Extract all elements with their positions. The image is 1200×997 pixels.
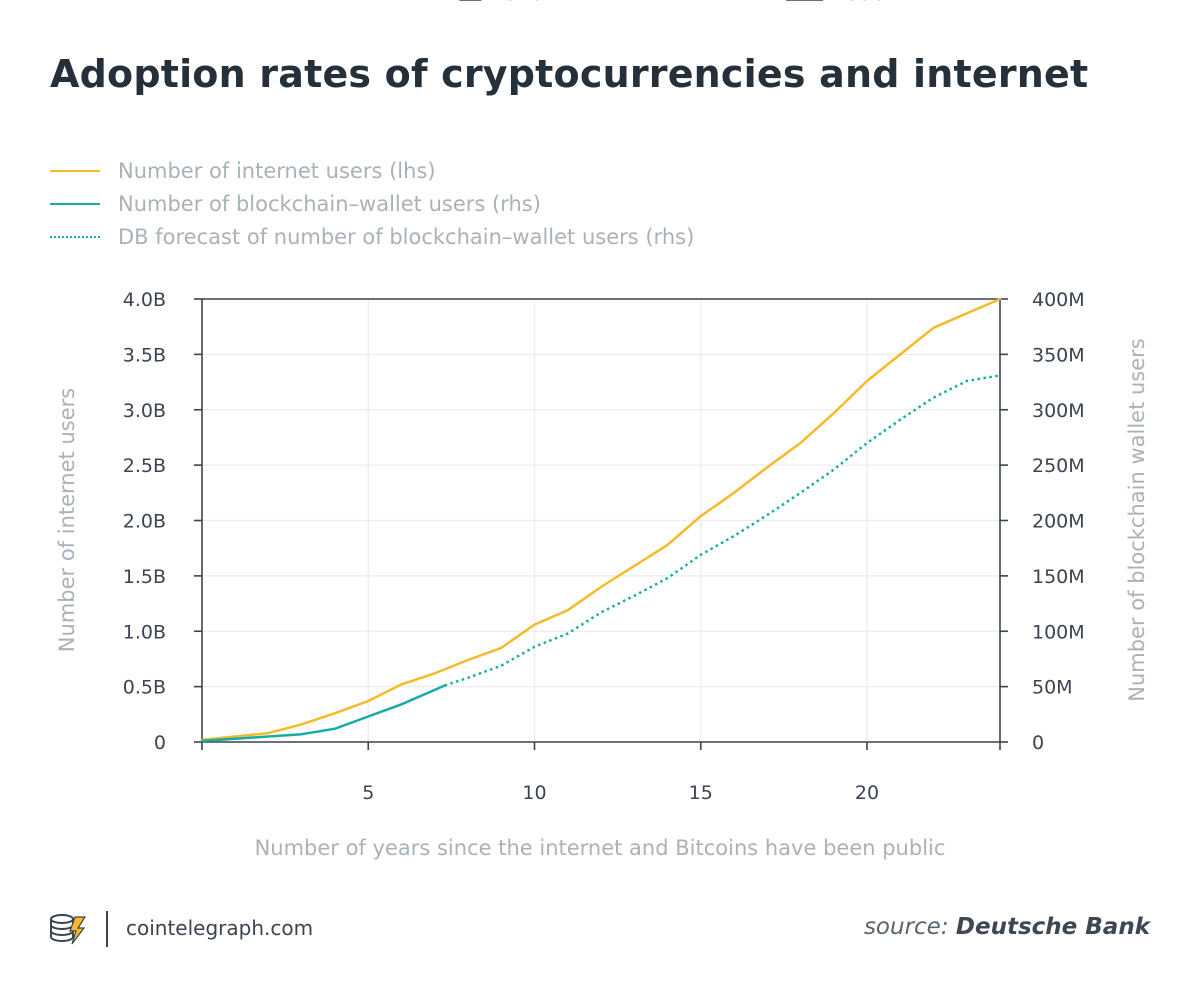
y-left-tick-label: 4.0B xyxy=(123,289,166,311)
y-right-tick-label: 200M xyxy=(1032,511,1085,533)
y-left-tick-label: 0 xyxy=(154,732,166,754)
y-right-tick-label: 50M xyxy=(1032,677,1073,699)
y-right-tick-label: 300M xyxy=(1032,400,1085,422)
x-tick-label: 15 xyxy=(689,782,713,804)
y-left-tick-label: 3.0B xyxy=(123,400,166,422)
x-tick-label: 10 xyxy=(522,782,546,804)
series-line-1 xyxy=(200,684,446,743)
legend: Number of internet users (lhs) Number of… xyxy=(50,154,694,253)
y-right-tick-label: 350M xyxy=(1032,344,1085,366)
annotation-label-2030: 2030 xyxy=(832,0,885,5)
series-line-2 xyxy=(444,374,1001,687)
annotation-label-2020: 2020 xyxy=(490,0,543,5)
y-left-tick-label: 2.5B xyxy=(123,455,166,477)
legend-item-internet-users: Number of internet users (lhs) xyxy=(50,154,694,187)
footer-source: source: Deutsche Bank xyxy=(864,914,1150,940)
y-left-axis-title: Number of internet users xyxy=(55,388,79,652)
legend-swatch-wallet-forecast xyxy=(50,235,100,238)
source-name: Deutsche Bank xyxy=(955,914,1150,940)
y-left-tick-label: 0.5B xyxy=(123,677,166,699)
y-right-tick-label: 250M xyxy=(1032,455,1085,477)
y-left-tick-label: 1.5B xyxy=(123,566,166,588)
y-right-tick-label: 400M xyxy=(1032,289,1085,311)
legend-label-wallet-forecast: DB forecast of number of blockchain–wall… xyxy=(118,224,695,249)
line-chart: 0 0.5B 1.0B 1.5B 2.0B 2.5B 3.0B 3.5B 4.0B 0 50M 100… xyxy=(55,0,1149,860)
y-left-tick-label: 1.0B xyxy=(123,621,166,643)
legend-swatch-internet-users xyxy=(50,169,100,172)
legend-label-internet-users: Number of internet users (lhs) xyxy=(118,158,436,183)
y-left-tick-label: 2.0B xyxy=(123,511,166,533)
legend-item-wallet-users: Number of blockchain–wallet users (rhs) xyxy=(50,187,694,220)
y-right-tick-label: 0 xyxy=(1032,732,1044,754)
y-left-tick-label: 3.5B xyxy=(123,344,166,366)
series-line-0 xyxy=(200,297,1002,742)
x-tick-label: 5 xyxy=(362,782,374,804)
legend-label-wallet-users: Number of blockchain–wallet users (rhs) xyxy=(118,191,541,216)
cointelegraph-logo-icon xyxy=(50,914,87,945)
x-axis-title: Number of years since the internet and B… xyxy=(255,836,946,860)
chart-title: Adoption rates of cryptocurrencies and i… xyxy=(50,52,1089,96)
y-right-axis-title: Number of blockchain wallet users xyxy=(1125,338,1149,702)
source-prefix: source: xyxy=(863,914,949,940)
legend-item-wallet-forecast: DB forecast of number of blockchain–wall… xyxy=(50,220,694,253)
footer-divider xyxy=(106,911,108,947)
footer-site: cointelegraph.com xyxy=(126,916,314,940)
legend-swatch-wallet-users xyxy=(50,202,100,205)
y-right-tick-label: 100M xyxy=(1032,621,1085,643)
x-tick-label: 20 xyxy=(855,782,879,804)
y-right-tick-label: 150M xyxy=(1032,566,1085,588)
